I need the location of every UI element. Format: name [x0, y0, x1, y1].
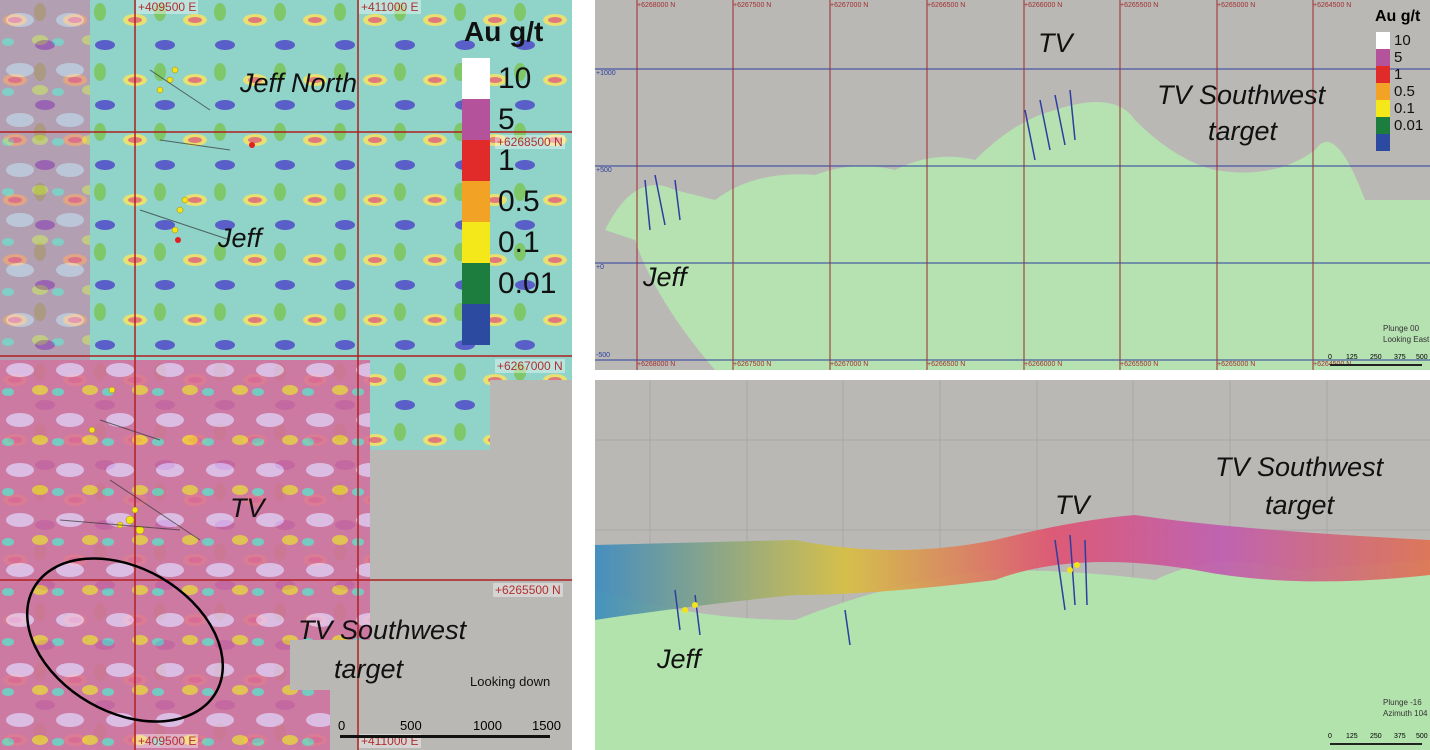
legend-swatch: [462, 222, 490, 263]
plan-view-map: +409500 E +411000 E +409500 E +411000 E …: [0, 0, 572, 750]
legend-label: 10: [498, 61, 532, 95]
northing-label: +6267000 N: [495, 359, 565, 373]
scale-tick: 0: [338, 718, 346, 733]
easting-label: +409500 E: [136, 0, 199, 14]
section-view-looking-east: +6268000 N +6267500 N +6267000 N +626650…: [595, 0, 1430, 370]
northing-label: +6265000 N: [1217, 361, 1256, 368]
elevation-label: +1000: [596, 70, 616, 77]
view-label: Looking down: [470, 674, 551, 689]
elevation-label: +0: [596, 264, 604, 271]
legend-swatch: [462, 58, 490, 99]
section-graphic: [595, 0, 1430, 370]
tv-southwest-label: TV Southwest: [1215, 452, 1384, 482]
legend-label: 0.5: [498, 184, 540, 218]
legend-swatch: [462, 140, 490, 181]
legend-title: Au g/t: [464, 16, 544, 47]
northing-label: +6267500 N: [733, 2, 772, 9]
easting-label: +409500 E: [136, 734, 199, 748]
tv-label: TV: [230, 493, 265, 523]
tv-southwest-label: TV Southwest: [1157, 80, 1326, 110]
northing-label: +6268000 N: [637, 2, 676, 9]
northing-label: +6265500 N: [1120, 2, 1159, 9]
orebody-shell: [595, 560, 1430, 750]
orebody-shell: [605, 102, 1430, 370]
target-label: target: [1208, 116, 1278, 146]
legend-title: Au g/t: [1375, 8, 1421, 25]
legend-label: 0.1: [498, 225, 540, 259]
target-ellipse: [25, 557, 225, 723]
northing-label: +6265000 N: [1217, 2, 1256, 9]
jeff-north-label: Jeff North: [240, 68, 358, 98]
northing-label: +6265500 N: [1120, 361, 1159, 368]
legend-label: 0.5: [1394, 83, 1415, 100]
legend-label: 5: [498, 102, 515, 136]
northing-label: +6265500 N: [493, 583, 563, 597]
legend-label: 1: [1394, 66, 1403, 83]
northing-label: +6268500 N: [495, 135, 565, 149]
scale-tick: 1500: [532, 718, 561, 733]
northing-label: +6266500 N: [927, 2, 966, 9]
magnetic-surface: [595, 515, 1430, 620]
northing-label: +6266500 N: [927, 361, 966, 368]
oblique-3d-view: TV TV Southwest target Jeff Plunge -16 Az…: [595, 380, 1430, 750]
scale-tick: 1000: [473, 718, 502, 733]
target-label: target: [334, 654, 404, 684]
northing-label: +6266000 N: [1024, 2, 1063, 9]
jeff-label: Jeff: [643, 262, 687, 292]
legend-label: 10: [1394, 32, 1411, 49]
legend-swatch: [462, 304, 490, 345]
northing-label: +6266000 N: [1024, 361, 1063, 368]
northing-label: +6268000 N: [637, 361, 676, 368]
legend-label: 5: [1394, 49, 1403, 66]
northing-label: +6267000 N: [830, 361, 869, 368]
legend-swatch: [462, 181, 490, 222]
elevation-label: +500: [596, 167, 612, 174]
elevation-label: -500: [596, 352, 611, 359]
northing-label: +6267500 N: [733, 361, 772, 368]
legend-label: 0.01: [1394, 117, 1424, 134]
easting-label: +411000 E: [359, 0, 421, 14]
legend: 10 5 1 0.5 0.1 0.01: [1376, 32, 1423, 151]
target-label: target: [1265, 490, 1335, 520]
view-note: Plunge 00 Looking East: [1383, 324, 1430, 344]
tv-label: TV: [1038, 28, 1073, 58]
legend-label: 1: [498, 143, 515, 177]
legend: 10 5 1 0.5 0.1 0.01: [462, 58, 556, 345]
oblique-graphic: [595, 380, 1430, 750]
view-note: Plunge -16 Azimuth 104: [1383, 698, 1428, 718]
jeff-label: Jeff: [657, 644, 701, 674]
legend-label: 0.1: [1394, 100, 1415, 117]
tv-label: TV: [1055, 490, 1090, 520]
northing-label: +6264500 N: [1313, 2, 1352, 9]
legend-swatch: [462, 263, 490, 304]
legend-swatch: [462, 99, 490, 140]
northing-label: +6267000 N: [830, 2, 869, 9]
jeff-label: Jeff: [218, 223, 262, 253]
scale-tick: 500: [400, 718, 422, 733]
legend-label: 0.01: [498, 266, 557, 300]
tv-southwest-label: TV Southwest: [298, 615, 467, 645]
